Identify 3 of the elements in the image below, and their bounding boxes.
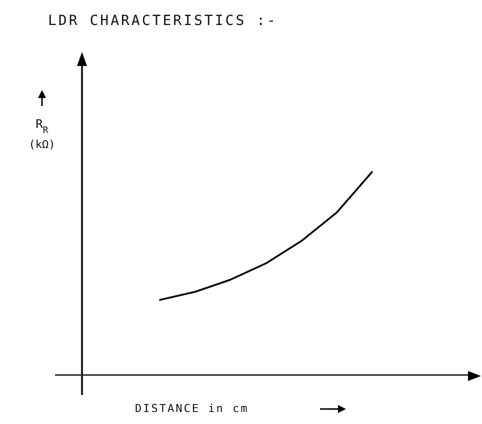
x-axis-title: DISTANCE in cm	[135, 402, 249, 415]
text: R$_{R}$ (kΩ)	[28, 117, 56, 151]
chart-title: LDR CHARACTERISTICS :-	[48, 13, 278, 29]
